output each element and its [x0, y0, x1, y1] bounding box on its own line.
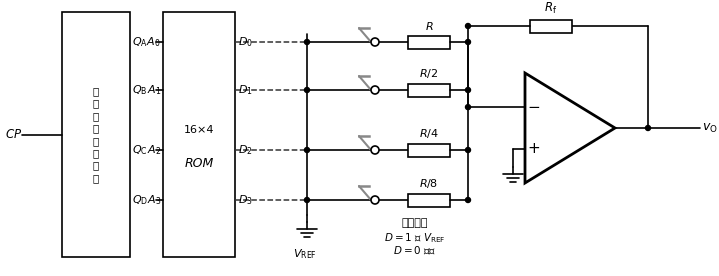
Bar — [408, 36, 450, 49]
Text: $A_3$: $A_3$ — [147, 193, 161, 207]
Text: $Q_\mathrm{A}$: $Q_\mathrm{A}$ — [132, 35, 148, 49]
Text: $Q_\mathrm{C}$: $Q_\mathrm{C}$ — [132, 143, 147, 157]
Circle shape — [465, 87, 470, 92]
Circle shape — [371, 146, 379, 154]
Text: $D_3$: $D_3$ — [238, 193, 253, 207]
Text: $Q_\mathrm{D}$: $Q_\mathrm{D}$ — [132, 193, 148, 207]
Text: $v_\mathrm{O}$: $v_\mathrm{O}$ — [702, 121, 718, 135]
Text: +: + — [528, 141, 541, 156]
Bar — [163, 12, 235, 257]
Bar — [62, 12, 130, 257]
Circle shape — [371, 38, 379, 46]
Circle shape — [465, 105, 470, 110]
Text: $D_1$: $D_1$ — [238, 83, 253, 97]
Text: $D_2$: $D_2$ — [238, 143, 252, 157]
Text: ROM: ROM — [184, 157, 214, 170]
Circle shape — [305, 147, 309, 153]
Circle shape — [371, 86, 379, 94]
Text: $D=0$ 接地: $D=0$ 接地 — [393, 244, 436, 256]
Text: 电子开关: 电子开关 — [402, 218, 429, 228]
Text: $R$: $R$ — [425, 20, 434, 33]
Bar — [408, 144, 450, 156]
Bar — [408, 84, 450, 97]
Circle shape — [646, 126, 651, 131]
Circle shape — [465, 39, 470, 44]
Text: −: − — [528, 100, 541, 115]
Bar — [530, 20, 572, 33]
Text: $R/4$: $R/4$ — [419, 128, 439, 140]
Text: $CP$: $CP$ — [5, 128, 22, 141]
Circle shape — [371, 196, 379, 204]
Text: $A_1$: $A_1$ — [147, 83, 161, 97]
Text: $V_\mathrm{REF}$: $V_\mathrm{REF}$ — [293, 247, 317, 261]
Circle shape — [465, 147, 470, 153]
Text: $R/2$: $R/2$ — [419, 68, 439, 81]
Circle shape — [305, 87, 309, 92]
Circle shape — [465, 198, 470, 203]
Text: $D=1$ 接 $V_\mathrm{REF}$: $D=1$ 接 $V_\mathrm{REF}$ — [384, 231, 446, 245]
Text: $A_2$: $A_2$ — [147, 143, 161, 157]
Circle shape — [305, 198, 309, 203]
Text: 16×4: 16×4 — [184, 124, 214, 135]
Text: $A_0$: $A_0$ — [147, 35, 161, 49]
Text: $R/8$: $R/8$ — [419, 177, 439, 190]
Text: $D_0$: $D_0$ — [238, 35, 253, 49]
Circle shape — [305, 39, 309, 44]
Text: 二
进
制
递
增
计
数
器: 二 进 制 递 增 计 数 器 — [93, 86, 99, 183]
Text: $R_\mathrm{f}$: $R_\mathrm{f}$ — [544, 1, 558, 17]
Bar — [408, 193, 450, 206]
Circle shape — [465, 23, 470, 28]
Text: $Q_\mathrm{B}$: $Q_\mathrm{B}$ — [132, 83, 147, 97]
